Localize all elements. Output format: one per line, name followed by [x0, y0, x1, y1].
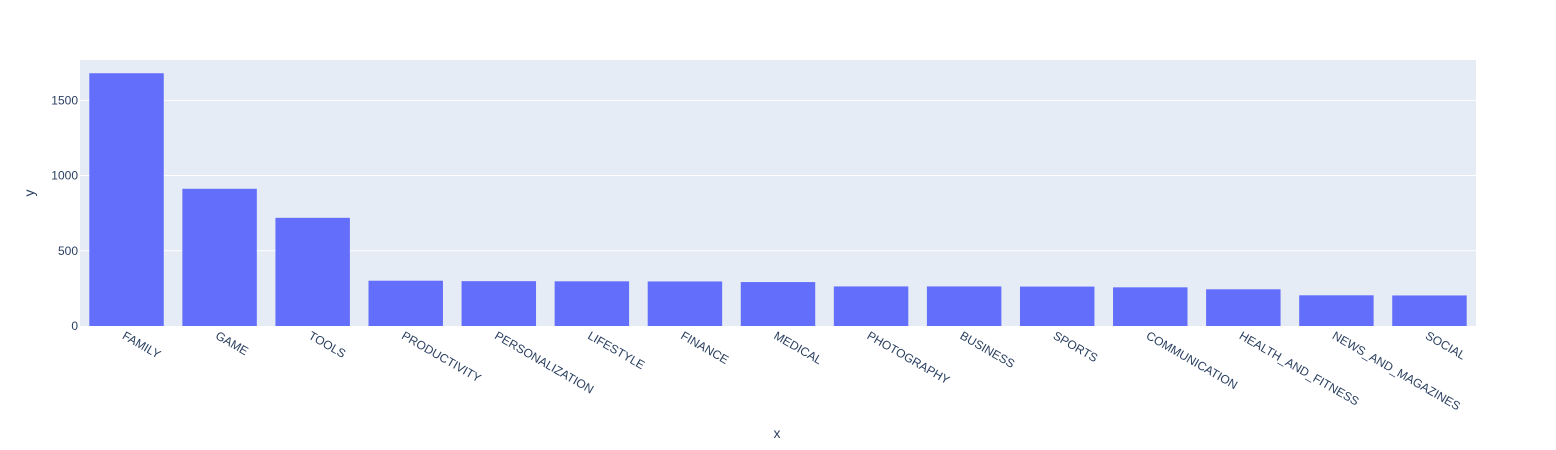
- bar-game[interactable]: [182, 188, 257, 326]
- y-axis-ticks: 0 500 1000 1500: [51, 93, 78, 333]
- bar-sports[interactable]: [1019, 286, 1095, 326]
- x-tick-label: SOCIAL: [1423, 328, 1468, 362]
- y-axis-title: y: [21, 190, 37, 197]
- y-tick-label: 0: [71, 319, 78, 333]
- x-tick-label: TOOLS: [306, 328, 348, 360]
- bars: [89, 73, 1467, 326]
- y-tick-label: 500: [58, 244, 78, 258]
- x-tick-label: MEDICAL: [772, 328, 825, 367]
- x-tick-label: GAME: [213, 328, 251, 358]
- bar-medical[interactable]: [740, 282, 816, 326]
- x-tick-label: PHOTOGRAPHY: [865, 328, 953, 387]
- bar-photography[interactable]: [833, 286, 909, 326]
- x-tick-label: FAMILY: [120, 328, 163, 361]
- bar-productivity[interactable]: [368, 280, 443, 326]
- bar-news-and-magazines[interactable]: [1299, 295, 1374, 326]
- x-tick-label: LIFESTYLE: [585, 328, 647, 372]
- bar-social[interactable]: [1392, 295, 1467, 326]
- bar-tools[interactable]: [275, 217, 350, 326]
- x-tick-label: PRODUCTIVITY: [399, 328, 483, 385]
- bar-business[interactable]: [926, 286, 1002, 326]
- bar-health-and-fitness[interactable]: [1206, 289, 1281, 326]
- x-axis-title: x: [774, 425, 781, 441]
- y-tick-label: 1500: [51, 93, 78, 107]
- x-tick-label: FINANCE: [678, 328, 731, 366]
- bar-lifestyle[interactable]: [554, 281, 630, 326]
- x-tick-label: BUSINESS: [958, 328, 1018, 370]
- bar-personalization[interactable]: [461, 281, 537, 326]
- x-axis-ticks: FAMILY GAME TOOLS PRODUCTIVITY PERSONALIZATI…: [120, 328, 1468, 413]
- bar-communication[interactable]: [1113, 287, 1188, 326]
- x-tick-label: SPORTS: [1051, 328, 1101, 365]
- y-tick-label: 1000: [51, 169, 78, 183]
- bar-family[interactable]: [89, 73, 164, 326]
- bar-finance[interactable]: [647, 281, 723, 326]
- x-tick-label: COMMUNICATION: [1144, 328, 1240, 392]
- x-tick-label: PERSONALIZATION: [492, 328, 596, 396]
